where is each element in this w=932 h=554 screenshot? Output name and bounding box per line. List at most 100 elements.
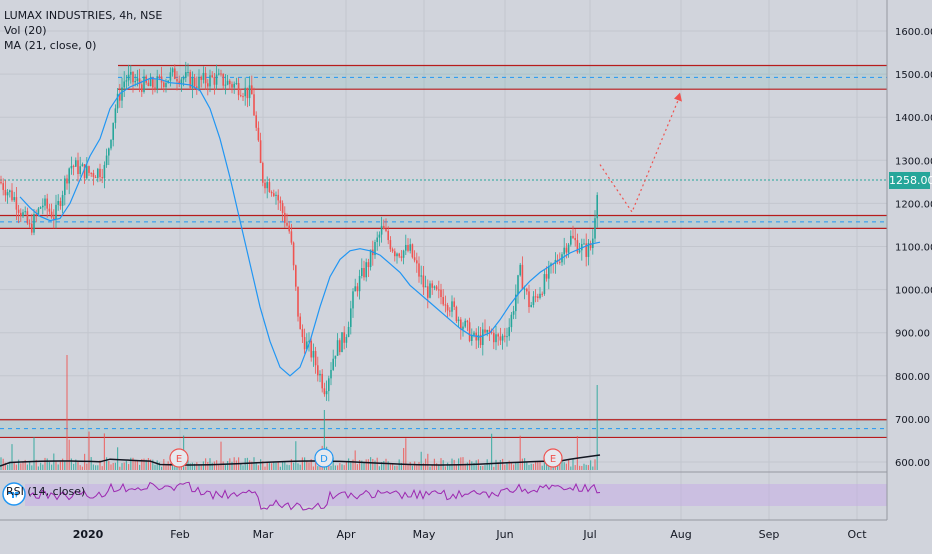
candle-body xyxy=(204,72,207,84)
volume-bar xyxy=(431,465,433,470)
volume-bar xyxy=(143,458,145,470)
candle-body xyxy=(158,76,161,78)
volume-bar xyxy=(106,457,108,470)
candle-body xyxy=(488,329,491,332)
volume-bar xyxy=(535,461,537,470)
candle-body xyxy=(455,306,458,322)
candle-body xyxy=(528,291,530,308)
candle-body xyxy=(207,83,209,87)
volume-bar xyxy=(315,460,317,470)
candle-body xyxy=(361,268,363,276)
candle-body xyxy=(187,72,189,74)
candle-body xyxy=(88,166,90,173)
volume-bar xyxy=(339,463,341,470)
volume-bar xyxy=(519,435,521,470)
volume-bar xyxy=(260,459,262,470)
volume-legend[interactable]: Vol (20) xyxy=(4,24,47,37)
candle-body xyxy=(242,96,244,98)
candle-body xyxy=(50,211,53,218)
volume-bar xyxy=(436,463,438,470)
candle-body xyxy=(519,264,521,276)
date-tick-label: May xyxy=(413,528,436,541)
candle-body xyxy=(321,373,323,389)
candle-body xyxy=(46,198,48,209)
candle-body xyxy=(176,78,178,82)
volume-bar xyxy=(158,462,160,470)
volume-bar xyxy=(328,464,330,470)
volume-bar xyxy=(99,460,101,470)
candle-body xyxy=(262,162,264,183)
candle-body xyxy=(365,262,367,278)
volume-bar xyxy=(279,466,281,470)
candle-body xyxy=(510,314,513,328)
volume-bar xyxy=(266,461,268,470)
price-tick-label: 1000.00 xyxy=(895,286,932,297)
volume-bar xyxy=(429,466,431,470)
candle-body xyxy=(275,194,277,196)
symbol-title[interactable]: LUMAX INDUSTRIES, 4h, NSE xyxy=(4,9,163,22)
candle-body xyxy=(136,78,139,81)
volume-bar xyxy=(422,463,424,470)
volume-bar xyxy=(473,462,475,470)
candle-body xyxy=(299,316,301,330)
volume-bar xyxy=(24,459,26,470)
volume-bar xyxy=(57,464,59,470)
volume-bar xyxy=(255,463,257,470)
volume-bar xyxy=(427,453,429,470)
candle-body xyxy=(453,301,455,307)
candle-body xyxy=(534,296,537,298)
candle-body xyxy=(218,73,220,75)
candle-body xyxy=(68,168,70,184)
volume-bar xyxy=(440,458,442,470)
candle-body xyxy=(350,308,352,327)
candle-body xyxy=(66,178,68,184)
volume-bar xyxy=(513,464,515,470)
volume-bar xyxy=(79,465,81,470)
candle-body xyxy=(486,329,488,333)
volume-bar xyxy=(88,431,90,470)
volume-bar xyxy=(541,465,543,470)
candle-body xyxy=(257,127,260,141)
volume-bar xyxy=(480,465,482,470)
price-tick-label: 900.00 xyxy=(895,329,930,340)
volume-bar xyxy=(543,460,545,470)
candle-body xyxy=(42,205,44,208)
volume-bar xyxy=(59,461,61,470)
candle-body xyxy=(279,200,282,204)
volume-bar xyxy=(502,458,504,470)
volume-bar xyxy=(156,460,158,470)
ma-legend[interactable]: MA (21, close, 0) xyxy=(4,39,97,52)
candle-body xyxy=(506,336,508,338)
candle-body xyxy=(33,214,35,233)
volume-bar xyxy=(286,464,288,470)
volume-bar xyxy=(526,461,528,470)
volume-bar xyxy=(55,461,57,470)
earnings-marker-icon xyxy=(169,448,189,468)
volume-bar xyxy=(68,439,70,470)
volume-bar xyxy=(462,457,464,470)
candle-body xyxy=(508,327,510,337)
candle-body xyxy=(567,244,570,253)
event-marker-label: D xyxy=(320,454,328,465)
candle-body xyxy=(35,214,37,216)
candle-body xyxy=(292,242,295,266)
candle-body xyxy=(581,243,583,251)
candle-body xyxy=(462,326,464,330)
candle-body xyxy=(323,388,326,395)
volume-bar xyxy=(35,459,37,470)
candle-body xyxy=(493,332,495,343)
rsi-legend[interactable]: RSI (14, close) xyxy=(6,485,86,498)
candle-body xyxy=(141,84,143,92)
candle-body xyxy=(405,244,407,251)
volume-bar xyxy=(299,464,301,470)
volume-bar xyxy=(460,457,462,470)
candle-body xyxy=(541,293,543,295)
candle-body xyxy=(31,223,33,233)
candle-body xyxy=(407,244,409,251)
volume-bar xyxy=(389,464,391,470)
candle-body xyxy=(22,212,24,217)
candle-body xyxy=(537,296,539,298)
volume-bar xyxy=(449,464,451,470)
